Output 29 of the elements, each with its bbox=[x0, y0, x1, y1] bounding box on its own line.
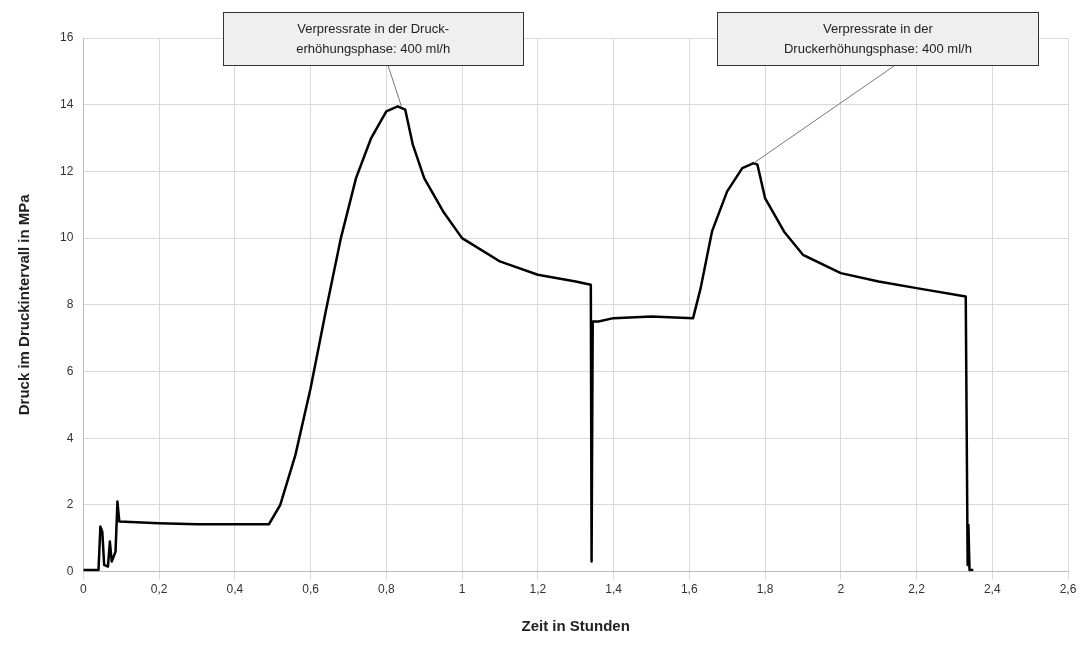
callout-box: Verpressrate in der Druck- erhöhungsphase: 400 ml/h bbox=[222, 12, 524, 66]
x-tick-label: 0,4 bbox=[226, 582, 244, 597]
y-tick-label: 4 bbox=[66, 430, 74, 445]
x-tick-label: 2,2 bbox=[908, 582, 926, 597]
x-tick-label: 0,2 bbox=[150, 582, 168, 597]
x-tick-label: 2,4 bbox=[983, 582, 1001, 597]
y-tick-label: 16 bbox=[59, 30, 74, 45]
x-tick-label: 1,2 bbox=[529, 582, 547, 597]
annotation: Verpressrate in der Druck- erhöhungsphase: 400 ml/h bbox=[295, 20, 452, 58]
annotation: Verpressrate in der Druckerhöhungsphase: 400 ml/h bbox=[782, 20, 973, 58]
x-tick-label: 1,6 bbox=[680, 582, 698, 597]
y-tick-label: 0 bbox=[66, 563, 74, 578]
x-tick-label: 1,4 bbox=[605, 582, 623, 597]
y-tick-label: 10 bbox=[59, 230, 74, 245]
x-tick-label: 1,8 bbox=[756, 582, 774, 597]
x-tick-label: 2,6 bbox=[1059, 582, 1077, 597]
y-tick-label: 14 bbox=[59, 97, 74, 112]
x-tick-label: 0 bbox=[80, 582, 87, 597]
x-tick-label: 0,8 bbox=[377, 582, 395, 597]
y-tick-label: 2 bbox=[66, 497, 74, 512]
y-tick-label: 8 bbox=[66, 297, 74, 312]
callout-box: Verpressrate in der Druckerhöhungsphase: 400 ml/h bbox=[716, 12, 1039, 66]
x-tick-label: 2 bbox=[837, 582, 845, 597]
x-axis-title: Zeit in Stunden bbox=[521, 617, 630, 635]
y-tick-label: 6 bbox=[66, 363, 74, 378]
y-tick-label: 12 bbox=[59, 163, 74, 178]
x-tick-label: 0,6 bbox=[302, 582, 320, 597]
x-tick-label: 1 bbox=[458, 582, 466, 597]
y-axis-title: Druck im Druckintervall in MPa bbox=[15, 193, 33, 416]
